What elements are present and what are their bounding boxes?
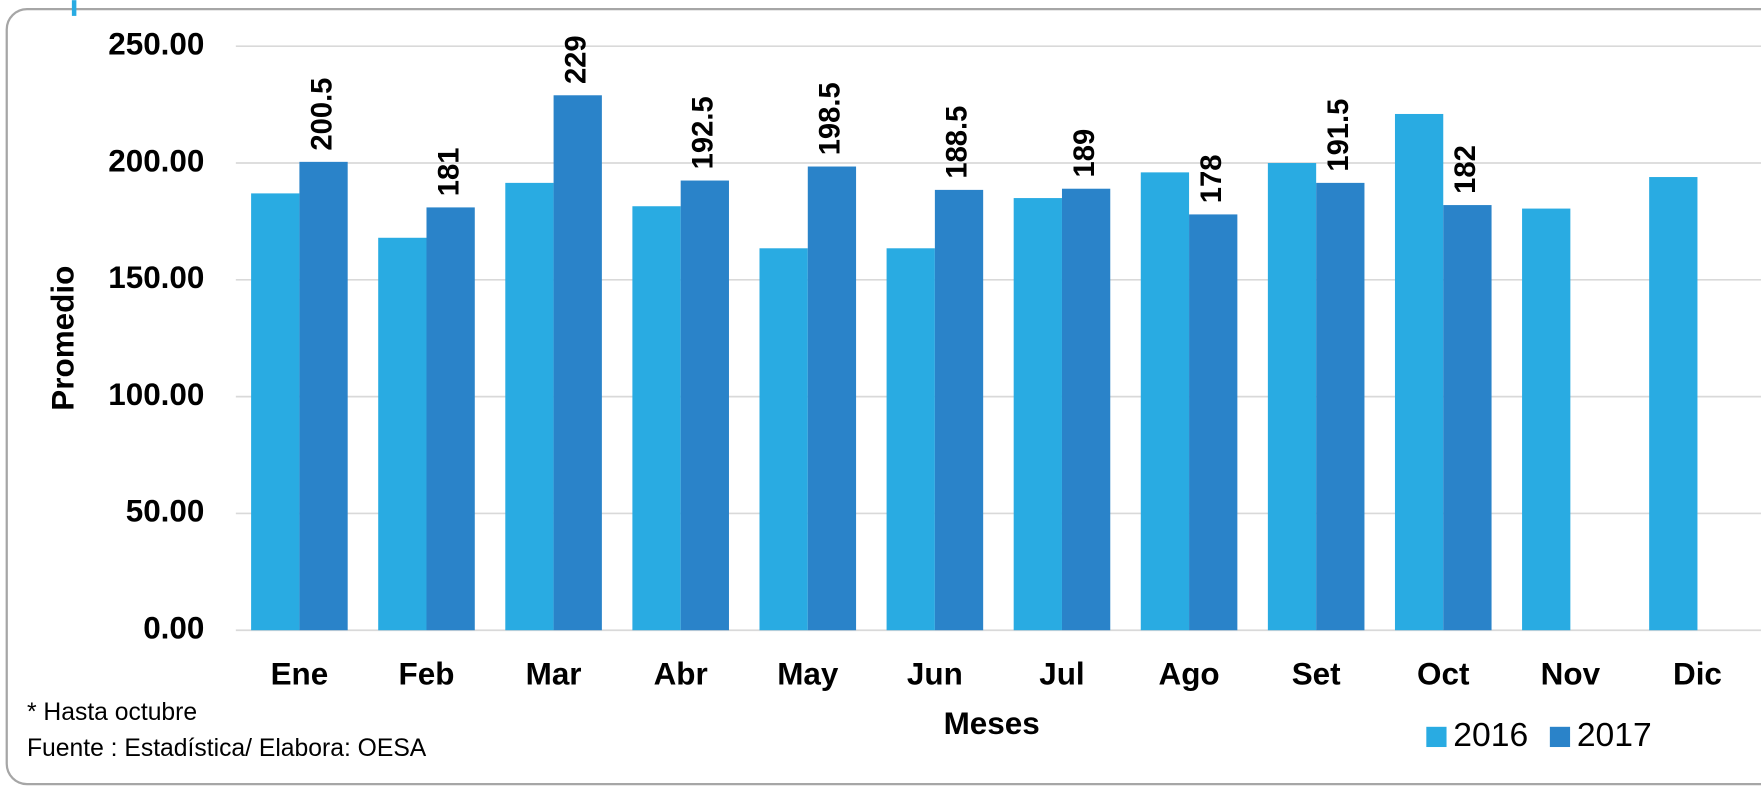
y-tick-label: 100.00	[108, 377, 204, 412]
data-label: 198.5	[815, 82, 847, 155]
data-label: 191.5	[1323, 99, 1355, 172]
x-tick-label: Feb	[399, 657, 455, 692]
bar	[886, 248, 935, 631]
bar	[632, 206, 681, 631]
bar	[378, 237, 427, 631]
bar	[299, 161, 348, 631]
bar	[1061, 188, 1111, 631]
legend-label: 2016	[1453, 717, 1528, 754]
x-tick-label: Ene	[271, 657, 329, 692]
frame	[5, 8, 1761, 786]
bar	[680, 180, 729, 631]
bar	[426, 207, 475, 631]
bar	[1267, 163, 1317, 631]
data-label: 188.5	[942, 106, 974, 179]
y-axis-label: Promedio	[45, 266, 80, 411]
data-label: 192.5	[688, 96, 720, 169]
x-tick-label: Jul	[1039, 657, 1084, 692]
x-axis-label: Meses	[944, 706, 1040, 741]
bar	[807, 166, 857, 631]
x-tick-label: Oct	[1417, 657, 1470, 692]
x-tick-label: Dic	[1673, 657, 1722, 692]
y-tick-label: 150.00	[108, 260, 204, 295]
data-label: 182	[1450, 145, 1482, 194]
x-tick-label: Abr	[654, 657, 708, 692]
x-tick-label: May	[777, 657, 839, 692]
bar	[1649, 177, 1698, 631]
legend-swatch	[1549, 726, 1571, 748]
y-tick-label: 0.00	[143, 611, 204, 646]
data-label: 229	[560, 35, 592, 84]
bar	[553, 95, 602, 631]
note: Fuente : Estadística/ Elabora: OESA	[27, 735, 427, 762]
x-tick-label: Set	[1292, 657, 1341, 692]
bar	[759, 248, 808, 631]
bar	[1316, 182, 1365, 631]
legend-label: 2017	[1577, 717, 1652, 754]
x-tick-label: Mar	[526, 657, 582, 692]
data-label: 200.5	[306, 78, 338, 151]
x-tick-label: Ago	[1159, 657, 1220, 692]
bar	[1189, 214, 1238, 631]
bar	[251, 193, 300, 631]
bar	[1522, 208, 1571, 631]
y-tick-label: 50.00	[126, 494, 205, 529]
bar	[1013, 198, 1062, 631]
data-label: 181	[433, 147, 465, 196]
bar	[505, 182, 554, 631]
bar	[1394, 113, 1444, 631]
accent	[71, 0, 77, 16]
y-tick-label: 200.00	[108, 143, 204, 178]
data-label: 189	[1069, 129, 1101, 178]
data-label: 178	[1196, 154, 1228, 203]
y-tick-label: 250.00	[108, 27, 204, 62]
bar	[1443, 205, 1492, 631]
bar	[934, 189, 984, 631]
note: * Hasta octubre	[27, 699, 197, 726]
x-tick-label: Jun	[907, 657, 963, 692]
bar	[1140, 172, 1190, 631]
legend-swatch	[1426, 726, 1447, 748]
x-tick-label: Nov	[1541, 657, 1601, 692]
